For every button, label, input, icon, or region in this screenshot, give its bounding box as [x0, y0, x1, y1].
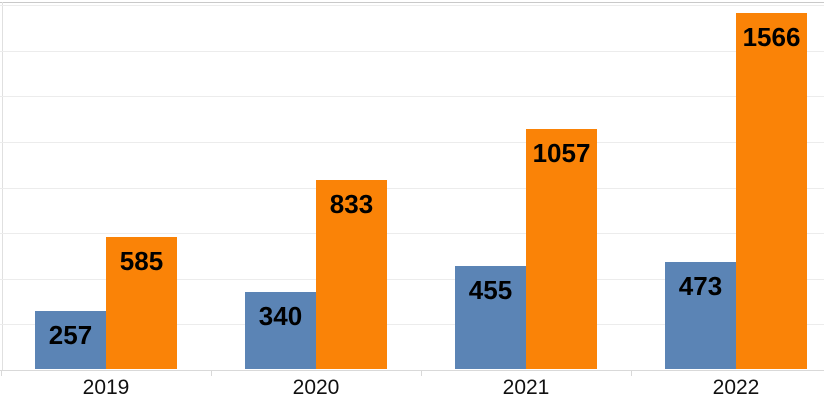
gridline-1600 [0, 5, 824, 6]
y-axis-line [2, 2, 3, 371]
orange-series-bar-2020 [316, 180, 387, 369]
plot-area-top-border [0, 2, 824, 3]
gridline-1400 [0, 51, 824, 52]
blue-series-bar-2022 [665, 262, 736, 369]
gridline-400 [0, 279, 824, 280]
gridline-800 [0, 188, 824, 189]
data-label-blue-series-2022: 473 [678, 271, 723, 301]
x-axis-label-2021: 2021 [502, 376, 550, 399]
gridline-200 [0, 324, 824, 325]
data-label-orange-series-2019: 585 [119, 246, 164, 276]
x-axis-tick [421, 371, 422, 376]
x-axis-label-2019: 2019 [82, 376, 130, 399]
gridline-1000 [0, 142, 824, 143]
x-axis-label-2022: 2022 [712, 376, 760, 399]
blue-series-bar-2020 [245, 292, 316, 369]
x-axis-tick [211, 371, 212, 376]
x-axis-label-2020: 2020 [292, 376, 340, 399]
gridline-600 [0, 233, 824, 234]
data-label-orange-series-2021: 1057 [532, 138, 591, 168]
orange-series-bar-2021 [526, 129, 597, 369]
x-axis-tick [631, 371, 632, 376]
x-axis-line [0, 370, 824, 371]
blue-series-bar-2021 [455, 266, 526, 369]
data-label-orange-series-2020: 833 [329, 189, 374, 219]
data-label-blue-series-2020: 340 [258, 301, 303, 331]
data-label-blue-series-2019: 257 [48, 320, 93, 350]
data-label-orange-series-2022: 1566 [742, 22, 801, 52]
orange-series-bar-2019 [106, 237, 177, 369]
x-axis-tick [1, 371, 2, 376]
orange-series-bar-2022 [736, 13, 807, 369]
blue-series-bar-2019 [35, 311, 106, 369]
data-label-blue-series-2021: 455 [468, 275, 513, 305]
gridline-1200 [0, 96, 824, 97]
